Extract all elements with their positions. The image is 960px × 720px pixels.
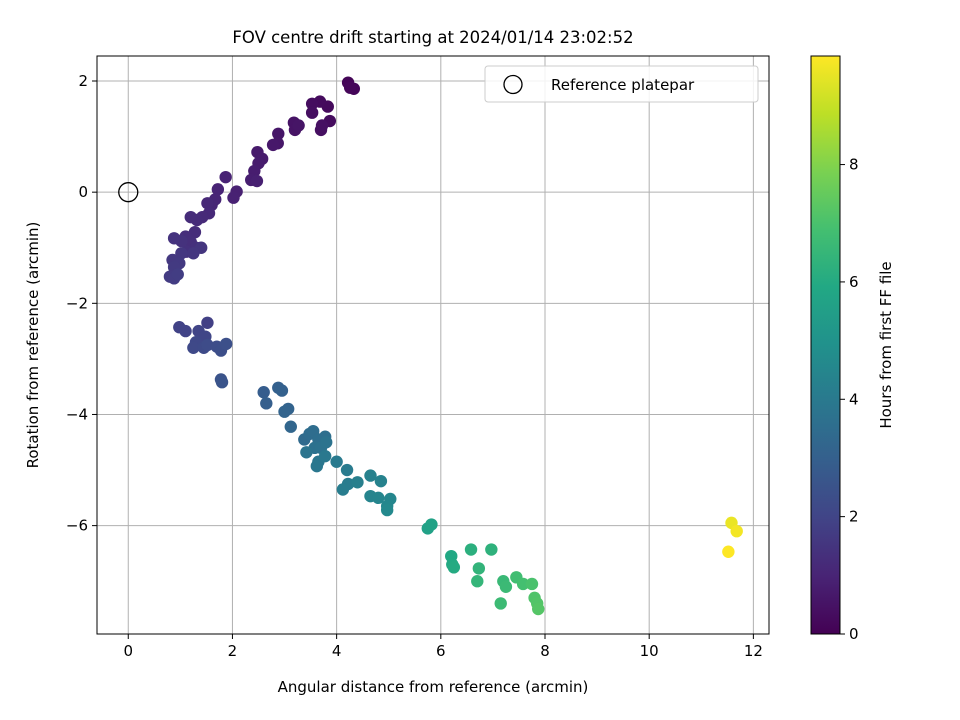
- data-point: [364, 469, 377, 482]
- data-point: [351, 476, 364, 489]
- chart-title: FOV centre drift starting at 2024/01/14 …: [232, 28, 633, 47]
- colorbar-tick-label: 8: [849, 156, 859, 174]
- y-tick-label: 2: [78, 72, 88, 90]
- data-point: [187, 341, 200, 354]
- data-point: [188, 225, 202, 239]
- reference-platepar-marker: [118, 182, 139, 203]
- y-tick-label: 0: [78, 183, 88, 201]
- data-point: [266, 138, 280, 152]
- data-point: [464, 543, 478, 556]
- grid-lines: [97, 56, 769, 634]
- data-point: [184, 210, 197, 224]
- data-point: [343, 81, 357, 94]
- data-point: [336, 483, 350, 496]
- data-point: [215, 376, 229, 389]
- data-point: [171, 268, 184, 281]
- data-point: [211, 183, 225, 196]
- data-point: [471, 575, 484, 588]
- data-point: [340, 463, 354, 477]
- data-point: [730, 524, 743, 538]
- y-tick-label: −6: [66, 517, 88, 535]
- data-points: [163, 76, 743, 616]
- data-point: [722, 545, 735, 558]
- plot-frame: [96, 55, 770, 635]
- colorbar-ticks: 0 2 4 6 8: [840, 156, 859, 643]
- x-tick-label: 8: [540, 642, 550, 660]
- data-point: [315, 119, 329, 132]
- data-point: [292, 119, 305, 132]
- data-point: [260, 397, 273, 410]
- colorbar-tick-label: 6: [849, 273, 859, 291]
- data-point: [380, 503, 394, 517]
- legend-label: Reference platepar: [551, 76, 695, 94]
- legend-marker-open-circle-icon: [503, 74, 523, 95]
- data-point: [310, 459, 324, 473]
- data-point: [525, 577, 539, 591]
- data-point: [250, 174, 264, 188]
- legend-box: [484, 65, 759, 103]
- data-point: [278, 405, 291, 418]
- x-axis-ticks: 0 2 4 6 8 10 12: [123, 634, 763, 660]
- data-point: [187, 247, 200, 260]
- data-point: [305, 106, 319, 119]
- data-point: [300, 446, 313, 459]
- data-point: [516, 577, 530, 591]
- data-point: [179, 324, 192, 338]
- x-tick-label: 6: [436, 642, 446, 660]
- data-point: [472, 562, 486, 575]
- y-tick-label: −2: [66, 294, 88, 312]
- data-point: [201, 316, 214, 329]
- data-point: [485, 543, 498, 556]
- data-point: [532, 602, 545, 616]
- data-point: [425, 518, 438, 531]
- data-point: [374, 474, 388, 488]
- data-point: [320, 436, 333, 449]
- x-tick-label: 2: [228, 642, 238, 660]
- colorbar-tick-label: 2: [849, 508, 859, 526]
- colorbar: 0 2 4 6 8 Hours from first FF file: [810, 55, 895, 643]
- legend: Reference platepar: [484, 65, 759, 103]
- y-axis-label: Rotation from reference (arcmin): [24, 222, 42, 469]
- data-point: [201, 197, 214, 210]
- data-point: [318, 449, 332, 463]
- y-tick-label: −4: [66, 405, 88, 423]
- data-point: [330, 455, 343, 468]
- data-point: [447, 561, 461, 574]
- x-tick-label: 10: [640, 642, 659, 660]
- data-point: [284, 420, 297, 433]
- data-point: [305, 97, 319, 110]
- data-point: [201, 338, 214, 352]
- data-point: [257, 386, 270, 399]
- colorbar-tick-label: 4: [849, 390, 859, 408]
- data-point: [167, 232, 181, 245]
- data-point: [494, 597, 507, 610]
- data-point: [499, 580, 513, 593]
- colorbar-tick-label: 0: [849, 625, 859, 643]
- x-tick-label: 0: [123, 642, 133, 660]
- data-point: [175, 247, 188, 260]
- data-point: [219, 337, 233, 351]
- colorbar-label: Hours from first FF file: [877, 261, 895, 428]
- x-axis-label: Angular distance from reference (arcmin): [278, 678, 589, 696]
- data-point: [372, 491, 385, 505]
- data-point: [219, 170, 232, 184]
- data-point: [227, 191, 240, 204]
- x-tick-label: 4: [332, 642, 342, 660]
- data-point: [272, 127, 285, 141]
- y-axis-ticks: −6 −4 −2 0 2: [66, 72, 97, 535]
- reference-point-circle-icon: [118, 182, 139, 203]
- x-tick-label: 12: [744, 642, 763, 660]
- data-point: [275, 384, 289, 397]
- colorbar-gradient: [810, 55, 841, 635]
